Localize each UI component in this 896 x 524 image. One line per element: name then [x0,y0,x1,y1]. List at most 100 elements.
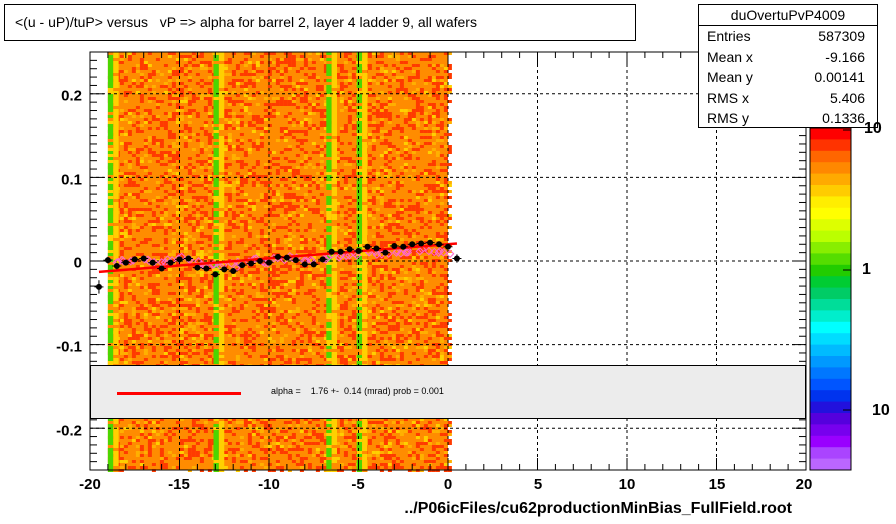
heatmap-cell [291,175,296,178]
heatmap-cell [183,238,188,241]
heatmap-cell [119,436,124,439]
heatmap-cell [383,298,388,301]
heatmap-cell [439,352,444,355]
heatmap-cell [303,118,308,121]
heatmap-cell [147,337,152,340]
heatmap-cell [175,79,180,82]
heatmap-stripe-cell [107,310,114,313]
heatmap-cell [287,52,292,55]
heatmap-cell [235,118,240,121]
heatmap-cell [247,433,252,436]
heatmap-cell [235,292,240,295]
heatmap-cell [255,334,260,337]
heatmap-cell [271,442,276,445]
heatmap-cell [339,334,344,337]
heatmap-cell [247,103,252,106]
heatmap-stripe-cell [107,139,114,142]
heatmap-cell [259,133,264,136]
heatmap-cell [351,133,356,136]
heatmap-cell [299,322,304,325]
heatmap-cell [239,85,244,88]
heatmap-cell [387,226,392,229]
heatmap-stripe-cell [107,256,114,259]
heatmap-cell [223,184,228,187]
heatmap-cell [315,418,320,421]
heatmap-cell [207,154,212,157]
heatmap-cell [403,343,408,346]
heatmap-cell [415,142,420,145]
heatmap-cell [271,79,276,82]
heatmap-cell [419,136,424,139]
heatmap-cell [399,226,404,229]
heatmap-cell [175,178,180,181]
heatmap-cell [279,70,284,73]
heatmap-cell [439,301,444,304]
heatmap-cell [207,328,212,331]
heatmap-cell [371,466,376,469]
heatmap-cell [151,226,156,229]
heatmap-cell [135,307,140,310]
heatmap-cell [283,202,288,205]
heatmap-cell [399,256,404,259]
heatmap-cell [263,268,268,271]
heatmap-cell [139,304,144,307]
heatmap-cell [283,169,288,172]
heatmap-cell [379,136,384,139]
heatmap-cell [131,460,136,463]
heatmap-cell [383,106,388,109]
heatmap-cell [207,235,212,238]
heatmap-cell [303,271,308,274]
heatmap-cell [123,235,128,238]
heatmap-cell [199,64,204,67]
heatmap-cell [239,220,244,223]
heatmap-cell [179,241,184,244]
heatmap-cell [143,358,148,361]
heatmap-cell [187,169,192,172]
heatmap-cell [311,256,316,259]
heatmap-cell [187,313,192,316]
heatmap-cell [183,307,188,310]
heatmap-cell [203,451,208,454]
heatmap-cell [339,271,344,274]
heatmap-cell [279,214,284,217]
heatmap-cell [227,97,232,100]
heatmap-cell [415,307,420,310]
heatmap-cell [375,196,380,199]
heatmap-cell [195,175,200,178]
heatmap-cell [383,202,388,205]
heatmap-cell [207,244,212,247]
heatmap-cell [171,319,176,322]
heatmap-cell [383,340,388,343]
heatmap-cell [191,97,196,100]
heatmap-cell [147,100,152,103]
heatmap-cell [263,358,268,361]
heatmap-cell [207,88,212,91]
heatmap-cell [147,271,152,274]
heatmap-cell [351,127,356,130]
heatmap-cell [275,64,280,67]
heatmap-cell [267,301,272,304]
heatmap-cell [303,160,308,163]
heatmap-cell [407,190,412,193]
heatmap-stripe-cell [107,232,114,235]
heatmap-cell [323,139,328,142]
heatmap-cell [207,454,212,457]
heatmap-cell [323,358,328,361]
heatmap-cell [131,196,136,199]
heatmap-cell [347,238,352,241]
heatmap-cell [399,79,404,82]
heatmap-cell [447,421,452,424]
heatmap-cell [303,61,308,64]
heatmap-cell [199,196,204,199]
heatmap-cell [303,247,308,250]
heatmap-cell [251,73,256,76]
heatmap-cell [207,157,212,160]
heatmap-cell [347,229,352,232]
heatmap-cell [423,436,428,439]
heatmap-cell [227,424,232,427]
heatmap-cell [199,205,204,208]
heatmap-cell [439,235,444,238]
heatmap-cell [259,355,264,358]
heatmap-cell [367,166,372,169]
heatmap-cell [119,208,124,211]
